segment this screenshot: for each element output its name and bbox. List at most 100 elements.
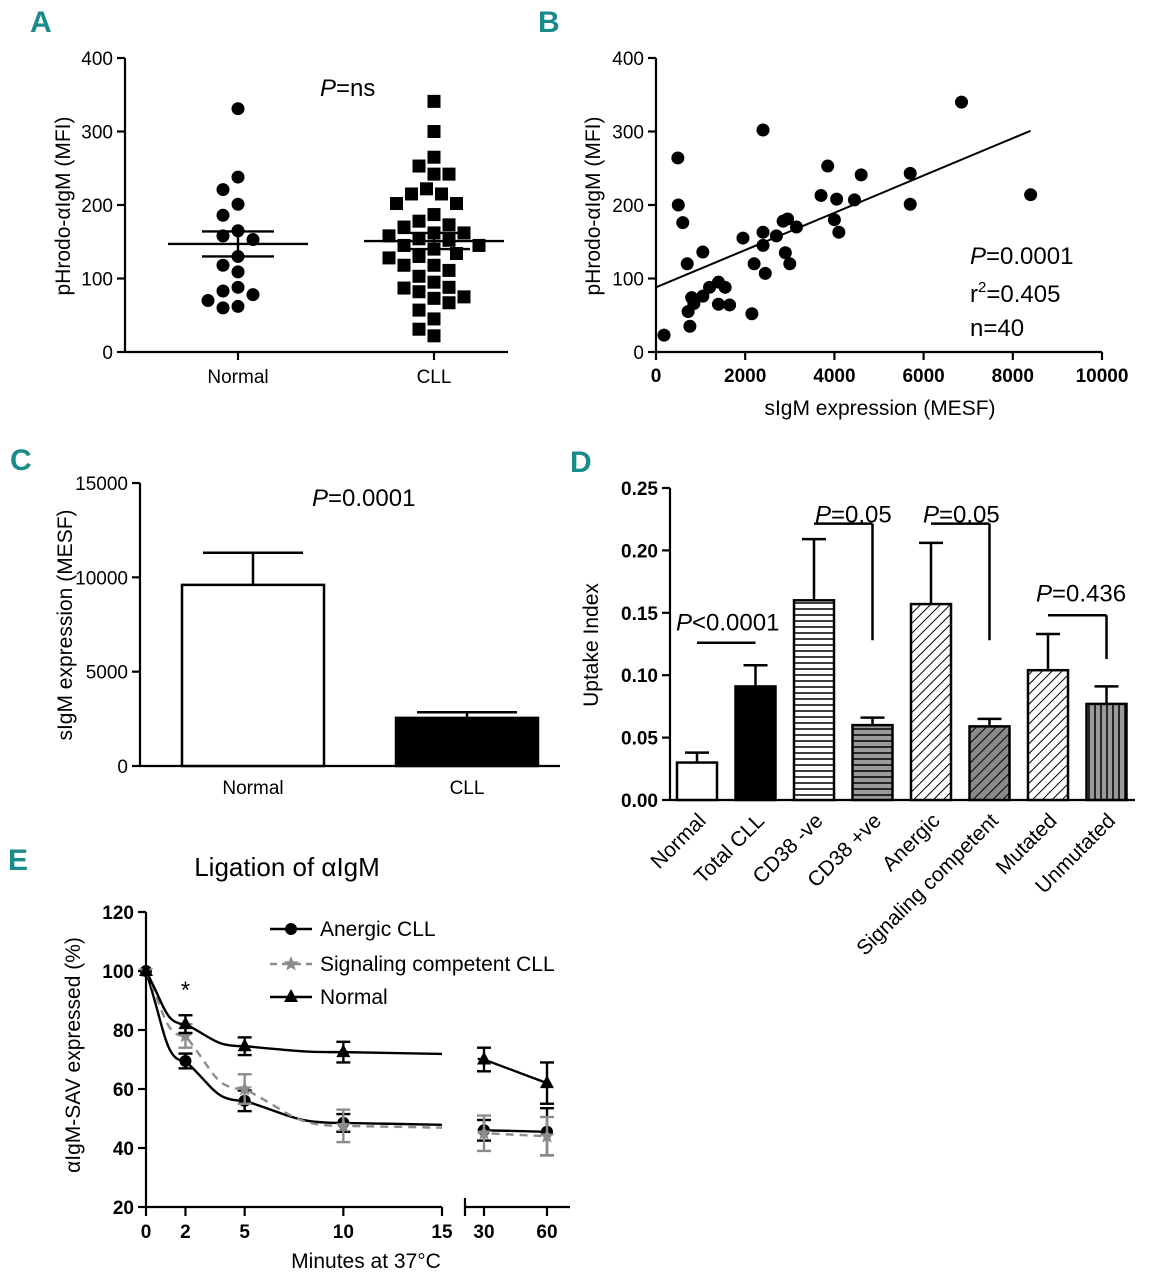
panel-b-point (854, 168, 868, 182)
panel-d-bar (1085, 702, 1128, 802)
panel-a-point-cll (442, 263, 456, 277)
panel-e-x-tick-label: 0 (141, 1222, 152, 1243)
panel-a-scatter: pHrodo-αIgM (MFI) P=ns 0 100 200 300 400 Norm… (52, 49, 508, 388)
panel-b-point (718, 280, 732, 294)
panel-e-y-tick-label: 40 (113, 1139, 134, 1160)
panel-b-point (821, 159, 835, 173)
panel-a-point-normal (231, 265, 245, 279)
panel-b-point (676, 216, 690, 230)
panel-b-y-tick-label: 300 (612, 123, 644, 144)
panel-b-r2-sup: 2 (978, 279, 986, 296)
panel-d-comparison-label: P<0.0001 (676, 609, 779, 636)
panel-b-point (832, 225, 846, 239)
panel-b-point (723, 298, 737, 312)
panel-e-x-tick-label: 2 (180, 1222, 191, 1243)
panel-a-y-tick-label: 200 (81, 196, 113, 217)
panel-d-y-tick-label: 0.20 (621, 541, 658, 562)
panel-a-point-cll (390, 197, 403, 211)
panel-d-bar (792, 599, 836, 802)
panel-d-comparison-p-value: =0.05 (831, 501, 892, 528)
panel-a-point-cll (427, 258, 441, 272)
panel-b-point (955, 95, 969, 109)
panel-b-r2-stat: r2=0.405 (970, 279, 1060, 308)
panel-d-bar (675, 761, 719, 802)
panel-d-y-tick-label: 0.00 (621, 791, 658, 812)
panel-b-fit-line (655, 129, 1032, 289)
panel-b-point (1024, 188, 1038, 202)
panel-a-point-normal (231, 102, 245, 116)
panel-d-bar (851, 723, 894, 802)
panel-b-point (814, 188, 828, 202)
panel-a-x-tick-label: Normal (207, 367, 268, 388)
panel-e-title: Ligation of αIgM (194, 852, 380, 882)
panel-b-point (683, 319, 697, 333)
panel-b-point (789, 220, 803, 234)
panel-b-point (778, 246, 792, 260)
panel-e-marker-signaling-competent-cll (177, 1027, 194, 1043)
panel-e-x-tick-label: 5 (239, 1222, 250, 1243)
panel-c-y-tick-label: 10000 (75, 568, 128, 589)
panel-e-x-tick-label: 10 (333, 1222, 354, 1243)
panel-d-comparison-p-value: =0.436 (1052, 581, 1126, 608)
panel-a-point-normal (231, 299, 245, 313)
panel-e-legend-label-normal: Normal (320, 986, 388, 1009)
panel-a-point-normal (216, 183, 230, 197)
panel-a-point-cll (412, 214, 426, 228)
panel-a-point-cll (382, 229, 396, 243)
panel-e-x-tick-label: 30 (473, 1222, 494, 1243)
panel-a-p-italic: P (320, 75, 336, 102)
panel-a-point-cll (427, 150, 441, 164)
panel-a-point-cll (435, 187, 448, 201)
panel-e-line-signaling-competent-cll (144, 970, 443, 1129)
panel-d-comparison-label: P=0.436 (1036, 581, 1126, 608)
panel-b-x-tick-label: 0 (651, 366, 662, 387)
panel-b-point (756, 123, 770, 137)
panel-a-point-cll (397, 281, 411, 295)
panel-b-y-tick-label: 0 (633, 343, 644, 364)
panel-b-point (696, 289, 710, 303)
panel-a-p-value: =ns (336, 75, 375, 102)
panel-label-e: E (8, 844, 28, 877)
panel-d-comparison-p-italic: P (1036, 581, 1052, 608)
panel-a-point-cll (442, 218, 456, 232)
panel-d-y-axis-label: Uptake Index (580, 583, 603, 707)
panel-b-point (680, 257, 694, 271)
panel-e-marker-normal (237, 1038, 252, 1052)
panel-b-r2-prefix: r (970, 281, 978, 308)
panel-e-marker-normal (540, 1075, 554, 1089)
panel-c-y-axis-label: sIgM expression (MESF) (54, 509, 77, 740)
panel-a-point-normal (216, 284, 230, 298)
panel-e-marker-normal (178, 1016, 193, 1030)
panel-label-c: C (10, 444, 32, 477)
panel-a-point-cll (427, 312, 441, 326)
panel-b-point (671, 151, 685, 165)
panel-b-x-tick-label: 10000 (1076, 366, 1129, 387)
panel-d-comparison-p-value: =0.05 (939, 501, 1000, 528)
panel-a-point-cll (427, 94, 441, 108)
panel-a-y-axis-label: pHrodo-αIgM (MFI) (52, 117, 75, 296)
panel-e-significance-star: * (181, 977, 190, 1004)
panel-a-x-tick-label: CLL (417, 367, 452, 388)
panel-e-marker-normal (139, 963, 153, 976)
panel-b-point (758, 266, 772, 280)
panel-b-p-value: =0.0001 (986, 243, 1073, 270)
panel-e-y-tick-label: 80 (113, 1021, 134, 1042)
panel-e-x-axis-label: Minutes at 37°C (291, 1250, 441, 1273)
panel-e-y-tick-label: 60 (113, 1080, 134, 1101)
panel-e-marker-signaling-competent-cll (237, 1081, 253, 1096)
panel-e-y-tick-label: 120 (102, 903, 134, 924)
panel-e-marker-normal (336, 1044, 351, 1058)
panel-b-point (769, 229, 783, 243)
panel-c-y-tick-label: 0 (117, 757, 128, 778)
panel-b-scatter: pHrodo-αIgM (MFI) sIgM expression (MESF)… (582, 49, 1128, 420)
panel-a-point-cll (427, 291, 441, 305)
panel-a-point-cll (420, 182, 433, 196)
panel-d-comparison-label: P=0.05 (923, 501, 1000, 528)
panel-e-legend-label-anergic-cll: Anergic CLL (320, 918, 436, 941)
panel-a-point-cll (427, 208, 441, 222)
panel-e-y-axis-label: αIgM-SAV expressed (%) (62, 937, 85, 1173)
panel-a-point-cll (442, 280, 456, 294)
panel-label-b: B (538, 6, 560, 39)
panel-e-line-normal (144, 970, 443, 1056)
panel-a-point-normal (231, 197, 245, 211)
